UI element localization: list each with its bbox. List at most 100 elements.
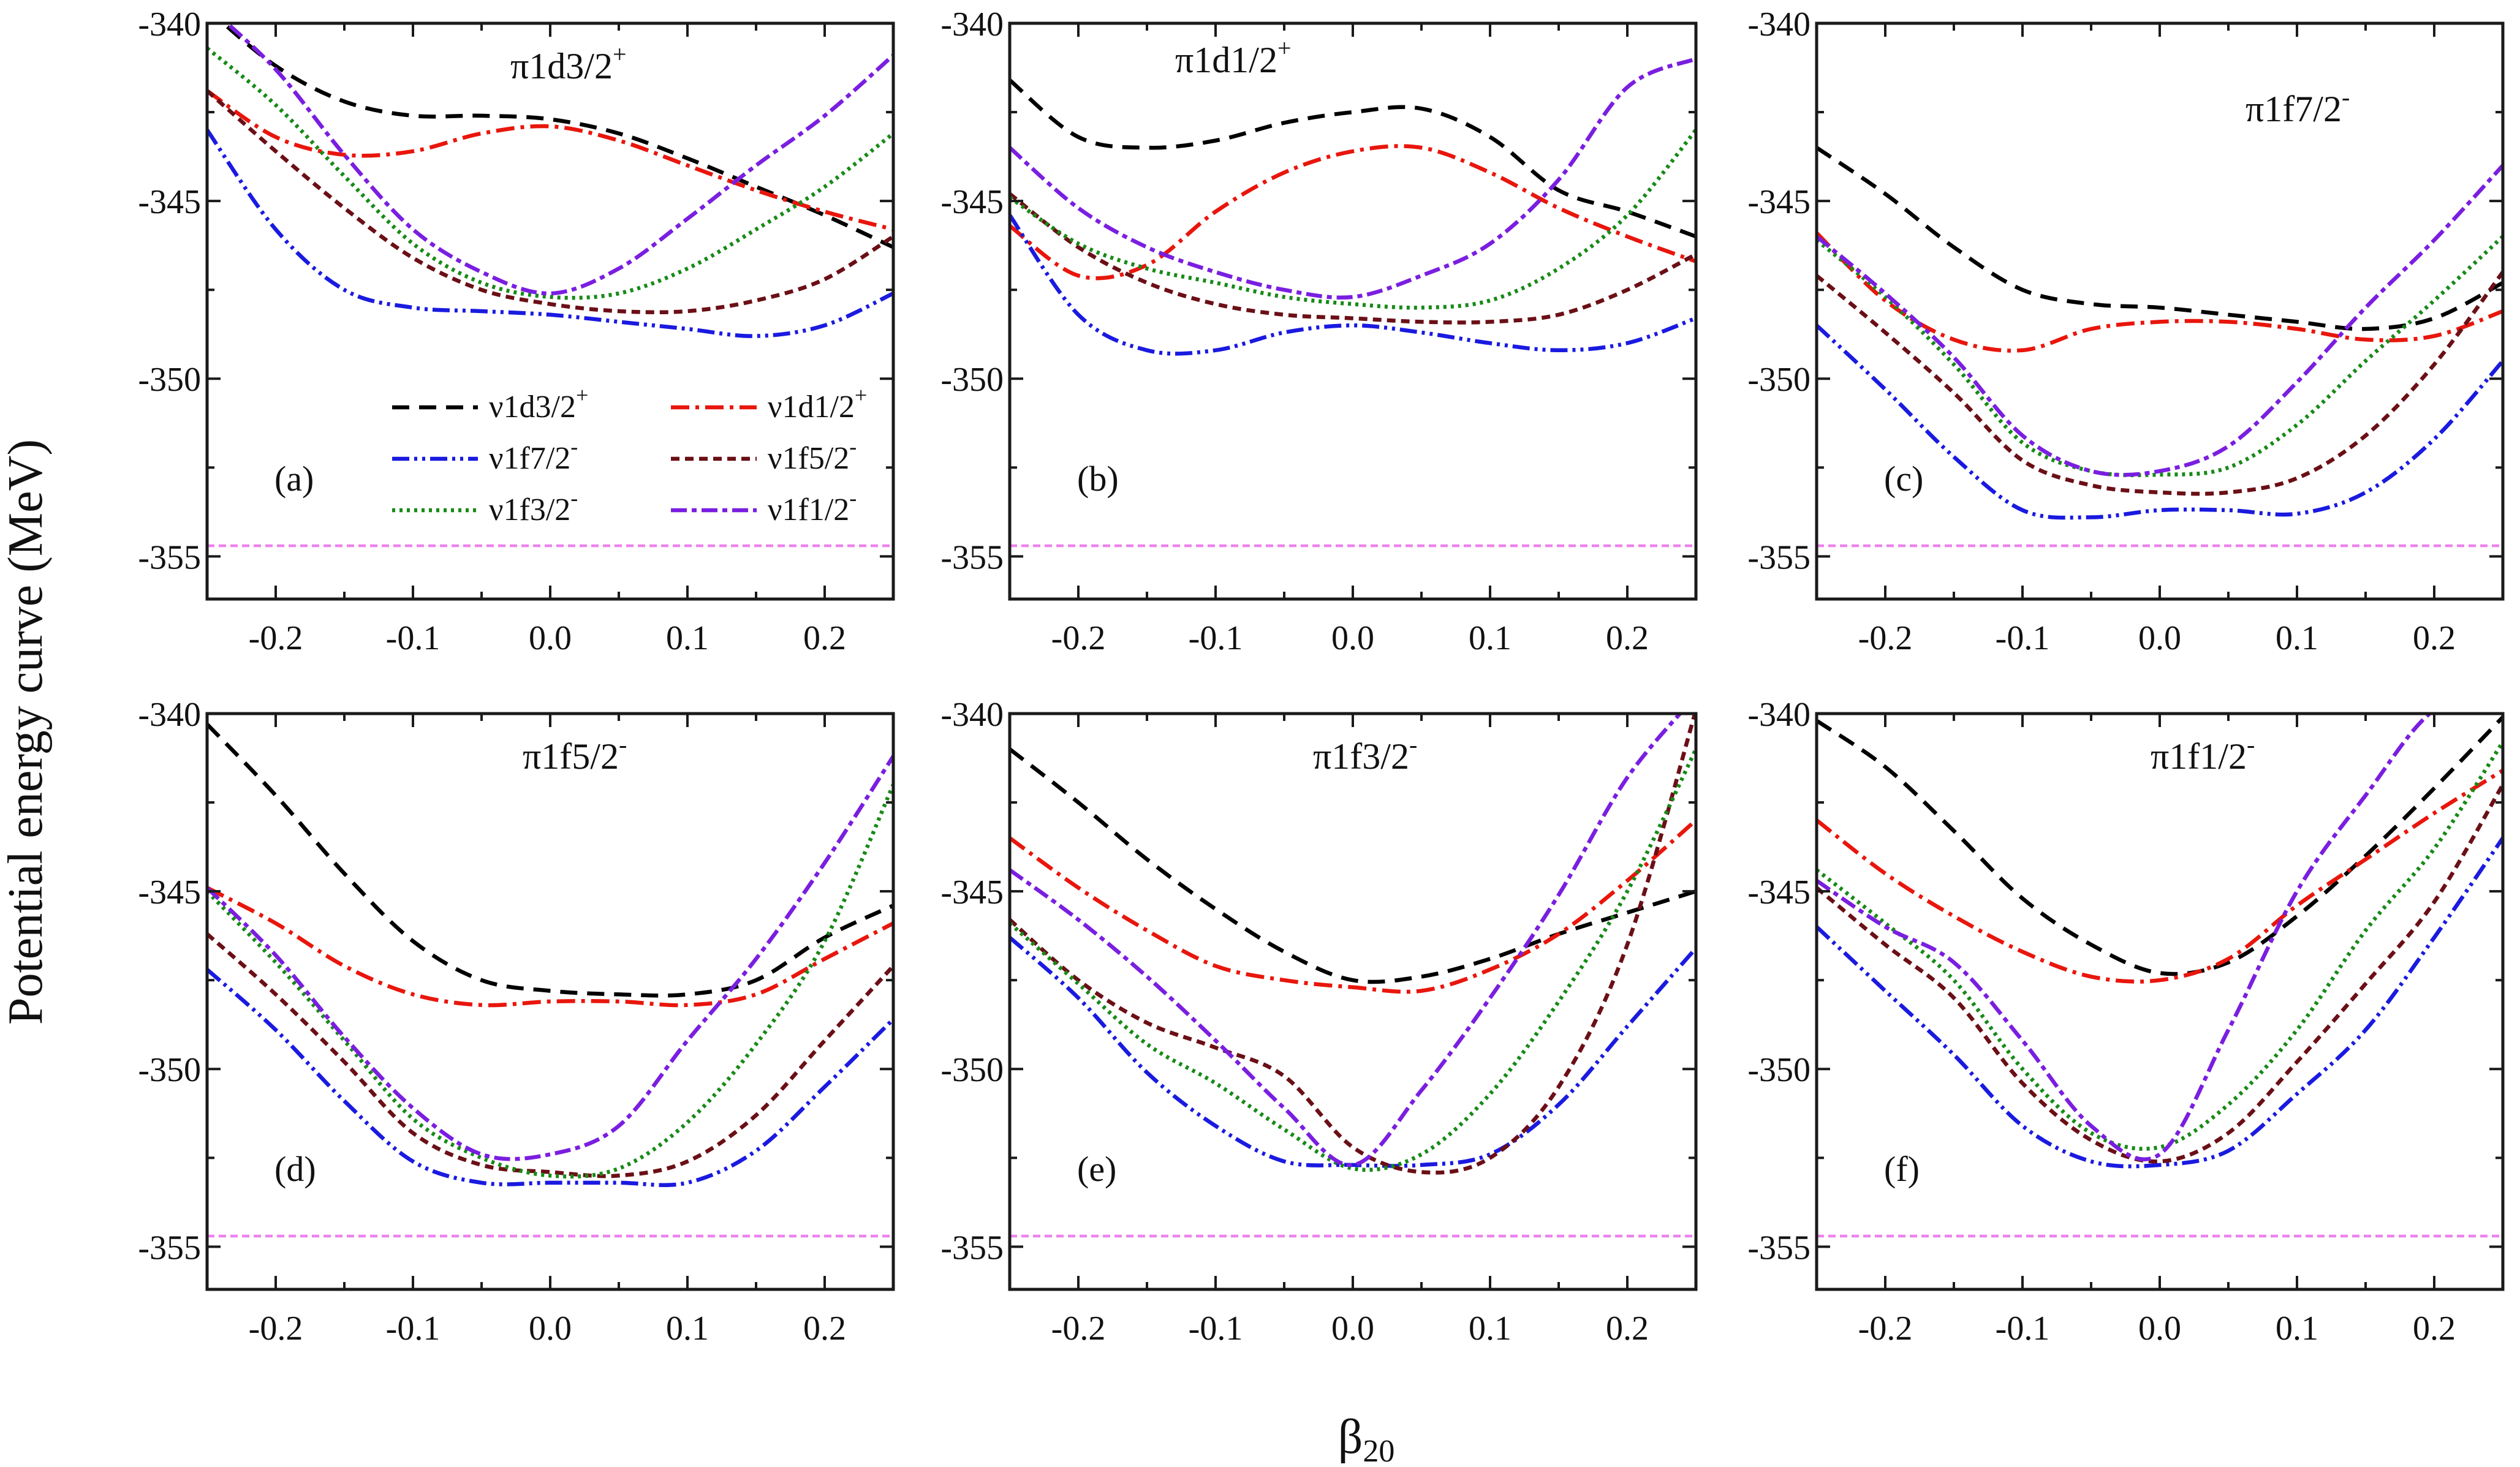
series-line-1 (207, 723, 893, 998)
legend-entry-3: ν1f7/2- (392, 434, 578, 476)
series-line-2 (207, 89, 893, 232)
series-line-5 (207, 783, 893, 1179)
series-group (207, 723, 893, 1187)
x-tick-label: 0.2 (803, 619, 846, 657)
series-line-3 (1010, 214, 1696, 356)
x-tick-label: -0.1 (1189, 1310, 1243, 1348)
x-tick-label: 0.1 (666, 619, 709, 657)
x-tick-label: 0.0 (2138, 1310, 2181, 1348)
x-tick-label: 0.2 (2413, 1310, 2456, 1348)
x-tick-label: 0.1 (1469, 619, 1512, 657)
legend-entry-5: ν1f3/2- (392, 486, 578, 527)
series-line-1 (220, 23, 893, 249)
x-tick-label: 0.2 (803, 1310, 846, 1348)
y-tick-label: -350 (138, 1051, 201, 1089)
y-tick-label: -340 (940, 696, 1004, 734)
panel-label: (e) (1077, 1149, 1116, 1189)
x-tick-label: -0.1 (386, 1310, 441, 1348)
x-tick-label: 0.1 (2276, 1310, 2318, 1348)
legend-label: ν1f3/2- (489, 486, 578, 527)
series-line-1 (1010, 747, 1696, 984)
series-line-6 (1817, 164, 2503, 477)
panel-a: -0.2 -0.1 0.0 0.1 0.2 -340 -345 -350 -355 π1d3/2+… (138, 6, 895, 657)
panel-title: π1f3/2- (1313, 731, 1417, 777)
panel-title: π1d1/2+ (1175, 34, 1292, 80)
y-tick-label: -345 (1747, 183, 1811, 221)
series-line-1 (1010, 78, 1696, 239)
x-tick-label: -0.1 (386, 619, 441, 657)
x-tick-label: -0.1 (1996, 1310, 2050, 1348)
y-tick-label: -355 (940, 538, 1004, 576)
series-line-6 (1817, 714, 2433, 1161)
series-line-3 (207, 968, 893, 1187)
series-line-3 (207, 129, 893, 338)
y-tick-label: -350 (940, 361, 1004, 399)
series-group (207, 23, 893, 338)
y-tick-label: -340 (138, 696, 201, 734)
y-tick-label: -340 (1747, 696, 1811, 734)
panel-e: -0.2 -0.1 0.0 0.1 0.2 -340 -345 -350 -355 π1f3/2-… (940, 696, 1698, 1348)
y-tick-label: -340 (1747, 6, 1811, 43)
series-line-2 (1010, 144, 1696, 281)
panel-title: π1d3/2+ (510, 40, 627, 86)
series-line-5 (1010, 129, 1696, 310)
series-group (1817, 146, 2503, 520)
series-line-1 (1817, 715, 2503, 976)
plot-frame (1815, 712, 2505, 1291)
x-tick-label: 0.2 (2413, 619, 2456, 657)
series-group (1010, 714, 1696, 1175)
y-tick-label: -340 (940, 6, 1004, 43)
panel-label: (c) (1884, 459, 1923, 499)
panel-title: π1f7/2- (2246, 83, 2350, 129)
series-line-6 (1010, 56, 1696, 300)
y-tick-label: -345 (138, 873, 201, 911)
panel-d: -0.2 -0.1 0.0 0.1 0.2 -340 -345 -350 -355 π1f5/2-… (138, 696, 895, 1348)
panel-label: (b) (1077, 459, 1119, 499)
y-tick-label: -355 (940, 1229, 1004, 1267)
x-tick-label: 0.0 (2138, 619, 2181, 657)
x-tick-label: 0.1 (1469, 1310, 1512, 1348)
legend-entry-2: ν1d1/2+ (671, 383, 867, 424)
y-tick-label: -350 (1747, 1051, 1811, 1089)
panel-label: (a) (274, 459, 314, 499)
series-line-5 (1817, 235, 2503, 478)
panel-b: -0.2 -0.1 0.0 0.1 0.2 -340 -345 -350 -355 π1d1/2+… (940, 6, 1698, 657)
series-line-3 (1010, 936, 1696, 1168)
series-line-4 (1010, 714, 1696, 1175)
y-tick-label: -350 (940, 1051, 1004, 1089)
x-tick-label: 0.2 (1606, 1310, 1649, 1348)
x-axis-label: β20 (1338, 1410, 1395, 1467)
legend-label: ν1f5/2- (768, 434, 857, 476)
series-line-4 (1010, 192, 1696, 325)
legend-entry-6: ν1f1/2- (671, 486, 857, 527)
x-tick-label: 0.0 (1331, 619, 1374, 657)
x-tick-label: 0.0 (1331, 1310, 1374, 1348)
x-tick-label: -0.1 (1996, 619, 2050, 657)
x-tick-label: 0.2 (1606, 619, 1649, 657)
x-tick-label: -0.2 (249, 619, 303, 657)
legend-label: ν1d3/2+ (489, 383, 588, 424)
plot-frame (1815, 21, 2505, 601)
series-line-4 (1817, 783, 2503, 1164)
y-tick-label: -355 (1747, 1229, 1811, 1267)
x-tick-label: -0.2 (1051, 1310, 1106, 1348)
series-line-5 (207, 47, 893, 300)
series-line-1 (1817, 146, 2503, 331)
y-tick-label: -350 (138, 361, 201, 399)
x-tick-label: 0.1 (666, 1310, 709, 1348)
series-line-5 (1010, 748, 1696, 1172)
series-line-4 (207, 89, 893, 315)
x-tick-label: -0.2 (1858, 619, 1913, 657)
plot-frame (1008, 21, 1698, 601)
x-tick-label: -0.1 (1189, 619, 1243, 657)
y-axis-label: Potential energy curve (MeV) (0, 439, 53, 1025)
legend-label: ν1d1/2+ (768, 383, 867, 424)
series-line-6 (224, 23, 893, 296)
series-line-2 (1010, 818, 1696, 994)
series-line-3 (1817, 837, 2503, 1169)
series-group (1010, 56, 1696, 356)
panel-title: π1f5/2- (523, 731, 627, 777)
x-tick-label: -0.2 (249, 1310, 303, 1348)
panel-label: (f) (1884, 1149, 1920, 1189)
panel-f: -0.2 -0.1 0.0 0.1 0.2 -340 -345 -350 -355 π1f1/2-… (1747, 696, 2505, 1348)
